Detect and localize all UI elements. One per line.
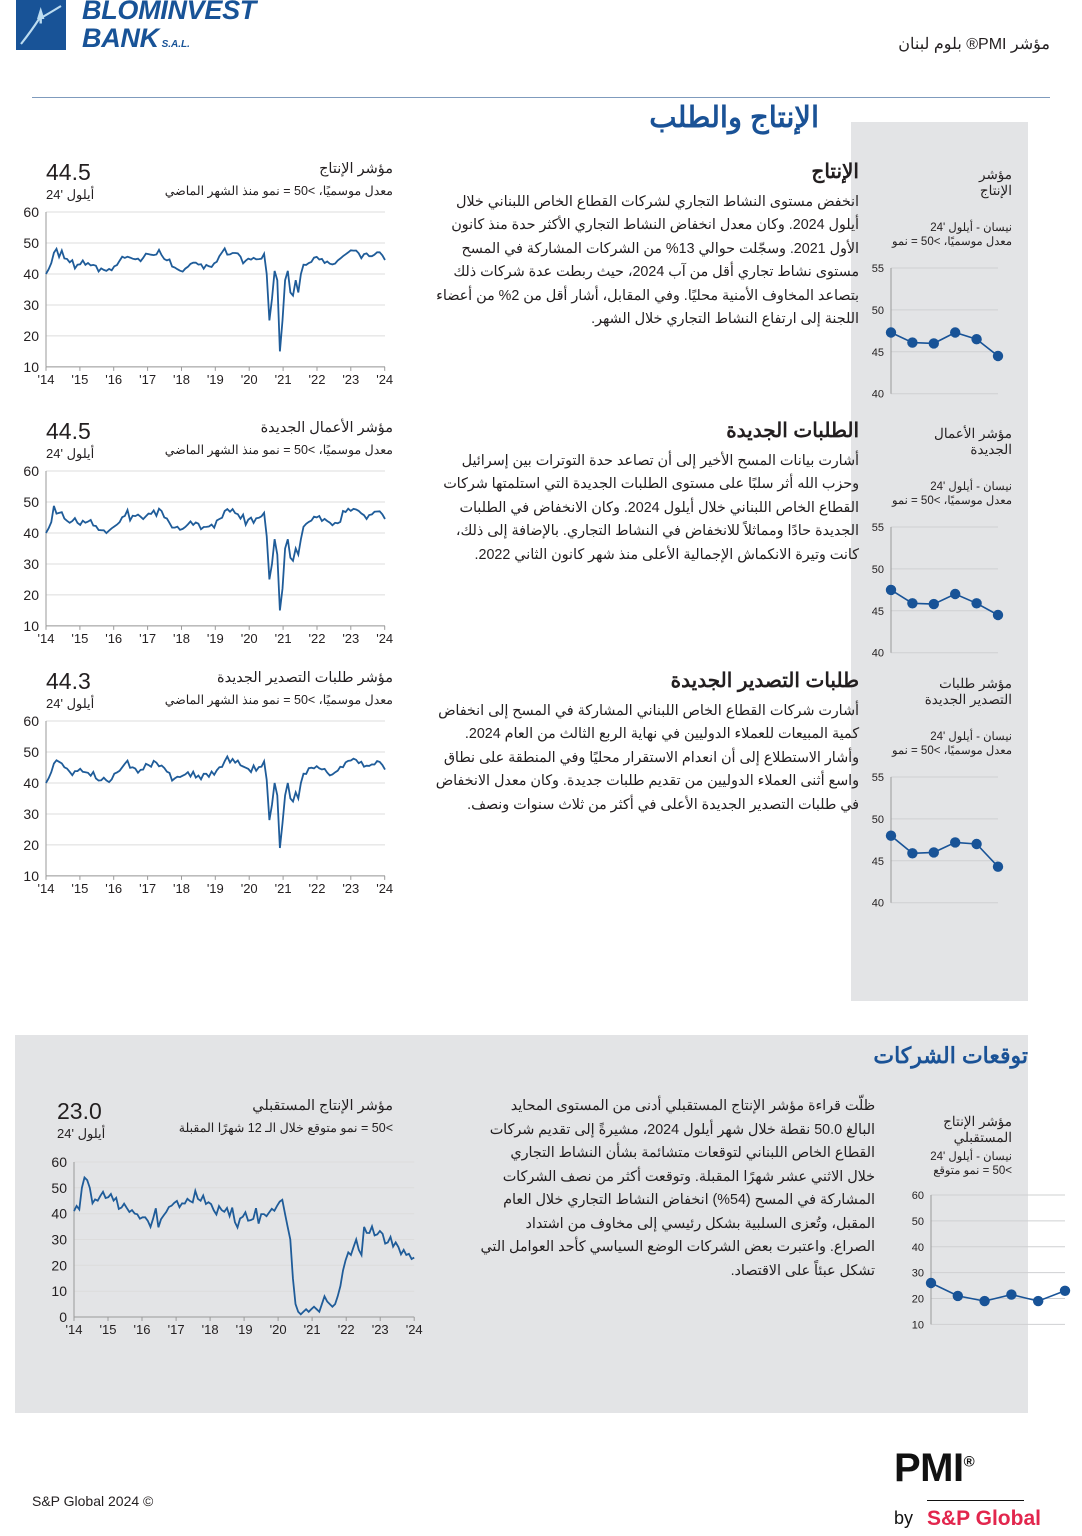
svg-text:'23: '23 (342, 372, 359, 387)
svg-text:'23: '23 (371, 1322, 388, 1337)
svg-text:'14: '14 (38, 372, 55, 387)
svg-text:'21: '21 (275, 881, 292, 896)
svg-text:40: 40 (23, 525, 39, 541)
svg-text:55: 55 (872, 522, 884, 534)
svg-text:'14: '14 (38, 631, 55, 646)
svg-text:50: 50 (23, 744, 39, 760)
svg-text:'22: '22 (337, 1322, 354, 1337)
svg-text:50: 50 (872, 814, 884, 826)
svg-text:'15: '15 (71, 631, 88, 646)
svg-text:'18: '18 (173, 372, 190, 387)
svg-text:20: 20 (912, 1294, 924, 1306)
svg-text:50: 50 (51, 1180, 67, 1196)
svg-text:55: 55 (872, 263, 884, 275)
svg-text:'20: '20 (241, 881, 258, 896)
svg-text:'24: '24 (376, 881, 393, 896)
svg-text:60: 60 (912, 1190, 924, 1202)
svg-text:55: 55 (872, 772, 884, 784)
svg-text:'14: '14 (65, 1322, 82, 1337)
svg-text:30: 30 (912, 1268, 924, 1280)
svg-text:20: 20 (23, 587, 39, 603)
svg-text:'19: '19 (207, 372, 224, 387)
svg-text:'15: '15 (99, 1322, 116, 1337)
svg-text:'17: '17 (167, 1322, 184, 1337)
svg-text:50: 50 (872, 305, 884, 317)
svg-text:60: 60 (23, 204, 39, 220)
svg-text:45: 45 (872, 856, 884, 868)
svg-text:'19: '19 (207, 631, 224, 646)
svg-text:'22: '22 (309, 372, 326, 387)
svg-text:'14: '14 (38, 881, 55, 896)
svg-text:'18: '18 (173, 631, 190, 646)
svg-text:'21: '21 (303, 1322, 320, 1337)
svg-text:40: 40 (912, 1242, 924, 1254)
svg-text:30: 30 (23, 806, 39, 822)
svg-text:30: 30 (23, 297, 39, 313)
svg-text:'15: '15 (71, 881, 88, 896)
svg-text:20: 20 (23, 837, 39, 853)
svg-text:'17: '17 (139, 881, 156, 896)
svg-text:60: 60 (23, 463, 39, 479)
svg-text:40: 40 (51, 1206, 67, 1222)
svg-text:20: 20 (51, 1257, 67, 1273)
svg-text:50: 50 (912, 1216, 924, 1228)
svg-text:'20: '20 (241, 631, 258, 646)
svg-text:'19: '19 (235, 1322, 252, 1337)
svg-text:10: 10 (912, 1319, 924, 1331)
svg-text:'22: '22 (309, 631, 326, 646)
svg-text:'23: '23 (342, 631, 359, 646)
svg-text:'16: '16 (133, 1322, 150, 1337)
svg-text:'19: '19 (207, 881, 224, 896)
svg-text:45: 45 (872, 606, 884, 618)
svg-text:'21: '21 (275, 631, 292, 646)
svg-text:30: 30 (23, 556, 39, 572)
svg-text:40: 40 (23, 775, 39, 791)
svg-text:'18: '18 (173, 881, 190, 896)
svg-text:'20: '20 (269, 1322, 286, 1337)
svg-text:40: 40 (872, 389, 884, 401)
svg-text:20: 20 (23, 328, 39, 344)
svg-text:'20: '20 (241, 372, 258, 387)
svg-text:50: 50 (23, 494, 39, 510)
svg-text:50: 50 (872, 564, 884, 576)
svg-text:10: 10 (51, 1283, 67, 1299)
svg-text:60: 60 (23, 713, 39, 729)
svg-text:'24: '24 (376, 372, 393, 387)
svg-text:60: 60 (51, 1154, 67, 1170)
svg-text:'23: '23 (342, 881, 359, 896)
svg-text:'15: '15 (71, 372, 88, 387)
svg-text:'17: '17 (139, 631, 156, 646)
svg-text:'16: '16 (105, 631, 122, 646)
svg-text:'18: '18 (201, 1322, 218, 1337)
svg-text:'16: '16 (105, 372, 122, 387)
svg-text:'16: '16 (105, 881, 122, 896)
svg-text:'24: '24 (376, 631, 393, 646)
svg-text:40: 40 (23, 266, 39, 282)
svg-text:45: 45 (872, 347, 884, 359)
svg-text:'22: '22 (309, 881, 326, 896)
svg-text:'17: '17 (139, 372, 156, 387)
svg-text:'24: '24 (405, 1322, 422, 1337)
svg-text:50: 50 (23, 235, 39, 251)
svg-text:40: 40 (872, 648, 884, 660)
svg-text:30: 30 (51, 1232, 67, 1248)
svg-text:40: 40 (872, 898, 884, 910)
svg-text:'21: '21 (275, 372, 292, 387)
